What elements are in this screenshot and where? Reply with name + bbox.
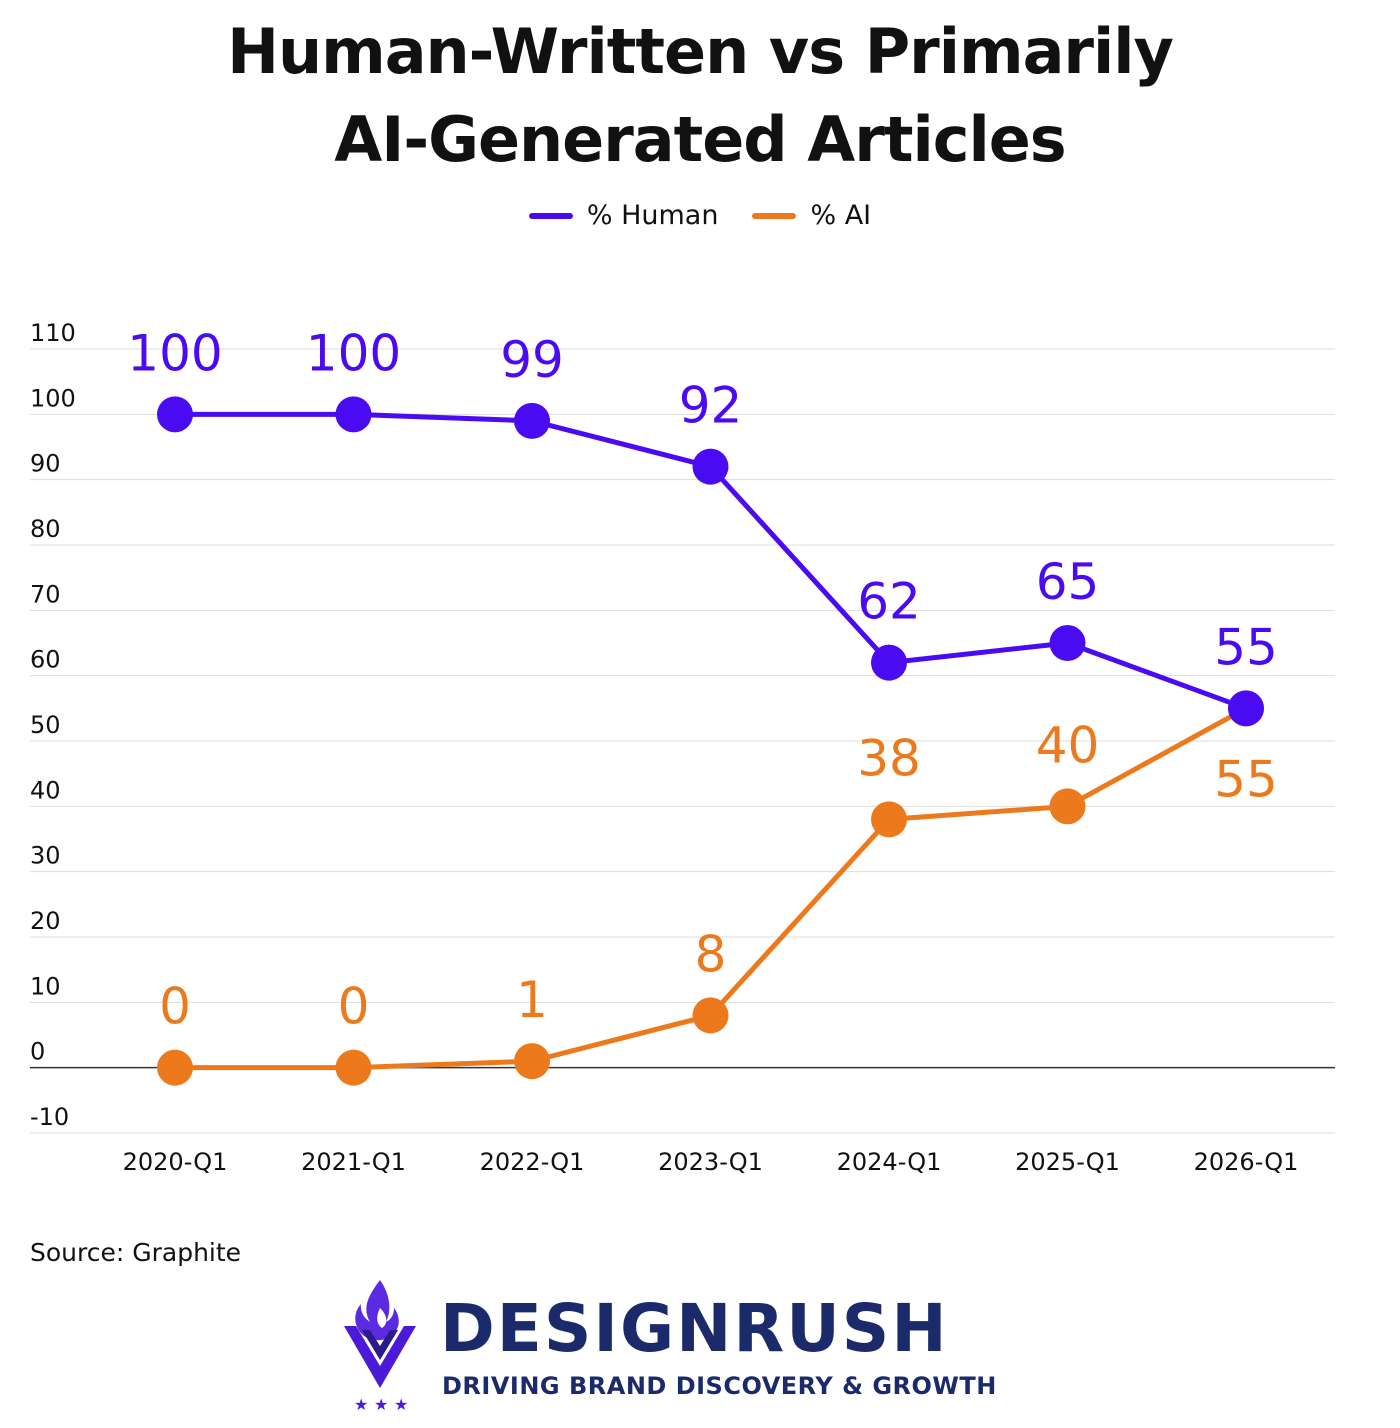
data-labels: 0 0 1 8 38 40 55 100 100 99 92 62 65 55 (127, 324, 1278, 1035)
svg-text:★: ★ (374, 1395, 388, 1414)
chart-title-line-2: AI-Generated Articles (334, 103, 1066, 176)
chart-title: Human-Written vs Primarily AI-Generated … (0, 8, 1400, 184)
y-tick-label: 0 (30, 1038, 45, 1066)
legend-label-ai: % AI (810, 200, 872, 231)
grid-layer (30, 348, 1335, 1134)
legend-label-human: % Human (586, 200, 719, 231)
data-point-human (514, 402, 550, 439)
data-label-ai: 38 (857, 729, 921, 787)
legend-item-ai: % AI (752, 200, 871, 231)
data-point-ai (157, 1049, 193, 1086)
data-point-ai (1049, 788, 1086, 825)
x-tick-label: 2021-Q1 (301, 1148, 406, 1176)
y-tick-label: 90 (30, 450, 61, 478)
data-label-ai: 1 (516, 971, 548, 1029)
y-tick-label: 80 (30, 515, 61, 543)
data-point-ai (871, 801, 907, 838)
brand-logo: ★ ★ ★ DESIGNRUSH DRIVING BRAND DISCOVERY… (340, 1278, 1040, 1418)
y-tick-label: 60 (30, 646, 61, 674)
data-label-ai: 0 (159, 978, 191, 1036)
data-label-human: 65 (1036, 553, 1100, 611)
x-tick-label: 2020-Q1 (123, 1148, 228, 1176)
data-label-ai: 0 (338, 978, 370, 1036)
data-label-human: 100 (127, 324, 222, 382)
data-label-human: 100 (306, 324, 401, 382)
data-point-ai (514, 1043, 550, 1080)
chart-title-line-1: Human-Written vs Primarily (227, 15, 1174, 88)
data-point-human (335, 396, 372, 433)
x-tick-label: 2022-Q1 (480, 1148, 585, 1176)
data-label-ai: 55 (1214, 750, 1278, 808)
legend-swatch-ai (752, 212, 797, 219)
svg-text:★: ★ (394, 1395, 408, 1414)
x-tick-labels: 2020-Q1 2021-Q1 2022-Q1 2023-Q1 2024-Q1 2025-… (123, 1148, 1299, 1176)
data-point-ai (692, 997, 729, 1034)
y-tick-label: 20 (30, 907, 61, 935)
flame-shield-logo-icon: ★ ★ ★ (344, 1280, 416, 1414)
y-tick-label: 110 (30, 319, 76, 347)
data-label-human: 92 (679, 377, 743, 435)
data-label-human: 62 (857, 573, 921, 631)
y-tick-label: 70 (30, 580, 61, 608)
legend-swatch-human (528, 212, 573, 219)
data-label-human: 55 (1214, 618, 1278, 676)
data-point-human (1228, 690, 1264, 727)
svg-text:★: ★ (354, 1395, 368, 1414)
legend-item-human: % Human (528, 200, 719, 231)
x-tick-label: 2024-Q1 (837, 1148, 942, 1176)
data-label-ai: 8 (695, 925, 727, 983)
series-points (157, 396, 1264, 1086)
y-tick-label: 100 (30, 384, 76, 412)
source-note: Source: Graphite (30, 1238, 242, 1267)
x-tick-label: 2026-Q1 (1194, 1148, 1299, 1176)
data-label-human: 99 (500, 331, 564, 389)
data-label-ai: 40 (1036, 716, 1100, 774)
y-tick-label: -10 (30, 1103, 69, 1131)
data-point-human (871, 644, 907, 681)
y-tick-label: 40 (30, 776, 61, 804)
x-tick-label: 2025-Q1 (1015, 1148, 1120, 1176)
data-point-human (157, 396, 193, 433)
data-point-human (692, 448, 729, 485)
y-tick-label: 50 (30, 711, 61, 739)
brand-tagline: DRIVING BRAND DISCOVERY & GROWTH (442, 1372, 997, 1400)
x-tick-label: 2023-Q1 (658, 1148, 763, 1176)
y-tick-label: 10 (30, 972, 61, 1000)
y-tick-label: 30 (30, 842, 61, 870)
chart-legend: % Human % AI (0, 200, 1400, 231)
data-point-ai (335, 1049, 372, 1086)
data-point-human (1049, 625, 1086, 661)
brand-name: DESIGNRUSH (440, 1290, 949, 1367)
